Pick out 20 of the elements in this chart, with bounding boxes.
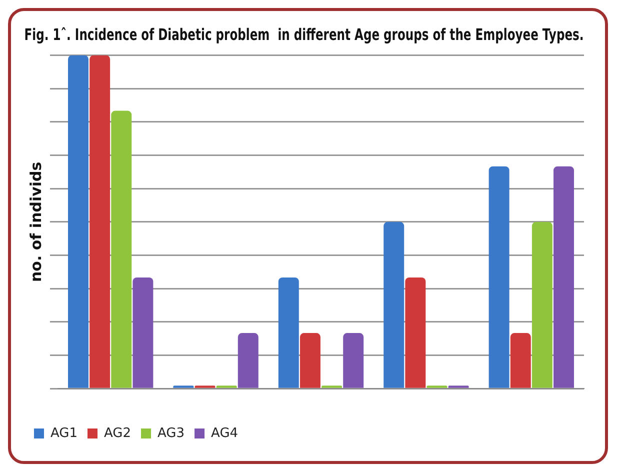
bar (90, 55, 110, 388)
bar (132, 277, 154, 388)
bar (278, 277, 299, 388)
bar (238, 333, 258, 388)
bar (343, 333, 364, 388)
legend-label: AG2 (104, 426, 132, 441)
bar (405, 277, 426, 388)
legend-label: AG1 (50, 426, 78, 441)
legend-label: AG4 (211, 426, 238, 441)
bar (510, 333, 531, 388)
bar (68, 55, 88, 388)
legend-label: AG3 (158, 426, 185, 441)
bar (300, 333, 320, 388)
y-axis-title: no. of individs (26, 162, 45, 282)
bar (532, 222, 552, 388)
bar (384, 222, 404, 388)
bar (111, 110, 132, 388)
chart-title: Fig. 1ˆ. Incidence of Diabetic problem in different Age groups of the Employee Types. (24, 26, 584, 44)
bar (554, 166, 574, 388)
bar (488, 166, 510, 388)
